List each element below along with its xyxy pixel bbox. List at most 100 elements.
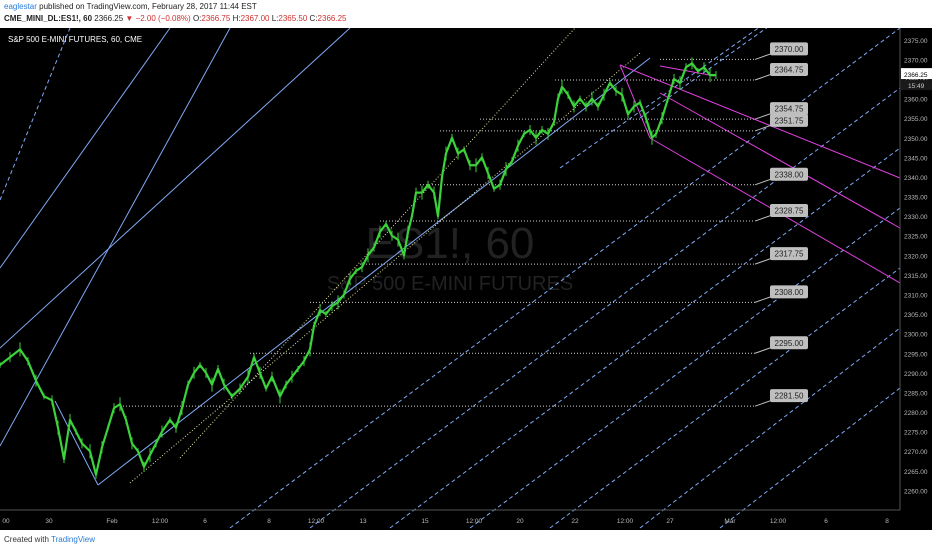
- x-tick-label: 6: [824, 518, 828, 525]
- x-tick-label: 12:00: [152, 518, 169, 525]
- callout-pointer: [754, 178, 773, 186]
- y-tick-label: 2275.00: [904, 430, 928, 437]
- close-label: C:: [309, 14, 318, 23]
- channel-line-dashed: [559, 28, 760, 169]
- callout-box: [770, 389, 808, 403]
- publish-line: eaglestar published on TradingView.com, …: [4, 2, 257, 11]
- channel-line-dashed: [309, 87, 901, 529]
- level-label: 2328.75: [775, 207, 804, 216]
- y-tick-label: 2260.00: [904, 488, 928, 495]
- callout-box: [770, 336, 808, 350]
- level-label: 2317.75: [775, 250, 804, 259]
- y-tick-label: 2280.00: [904, 410, 928, 417]
- change-value: ▼ −2.00 (−0.08%): [125, 14, 191, 23]
- time-axis[interactable]: 00 30 Feb 12:00 6 8 12:00 13 15 12:00 20 22 12:00 27 M…: [0, 509, 900, 525]
- channel-line-dashed: [469, 207, 901, 529]
- countdown-badge: [901, 80, 932, 91]
- y-tick-label: 2370.00: [904, 57, 928, 64]
- level-labels: 2370.00 2364.75 2354.75 2351.75 2338.00 2328.…: [754, 42, 808, 407]
- level-label: 2281.50: [775, 392, 804, 401]
- callout-pointer: [754, 73, 773, 81]
- price-axis-bg: [900, 28, 932, 530]
- y-tick-label: 2285.00: [904, 390, 928, 397]
- y-tick-label: 2305.00: [904, 312, 928, 319]
- symbol-line: CME_MINI_DL:ES1!, 60 2366.25 ▼ −2.00 (−0…: [4, 14, 346, 23]
- countdown-label: 15:49: [908, 83, 925, 90]
- x-tick-label: 20: [516, 518, 524, 525]
- channel-line-upper: [0, 28, 171, 269]
- created-with: Created with: [4, 535, 49, 544]
- level-label: 2364.75: [775, 65, 804, 74]
- y-tick-label: 2310.00: [904, 293, 928, 300]
- y-tick-label: 2345.00: [904, 155, 928, 162]
- callout-pointer: [754, 124, 773, 132]
- high-label: H:: [232, 14, 241, 23]
- callout-box: [770, 42, 808, 56]
- parallel-dotted-line: [179, 28, 576, 459]
- level-callout[interactable]: 2338.00: [754, 167, 808, 186]
- x-tick-label: 30: [45, 518, 53, 525]
- support-resistance-levels: [120, 58, 755, 407]
- x-tick-label: 12:00: [770, 518, 787, 525]
- down-channel-line: [619, 64, 651, 139]
- level-callout[interactable]: 2370.00: [754, 42, 808, 60]
- level-callout[interactable]: 2308.00: [754, 285, 808, 303]
- level-label: 2370.00: [775, 45, 804, 54]
- watermark-name: S&P 500 E-MINI FUTURES: [327, 273, 573, 295]
- tradingview-logo-text[interactable]: TradingView: [51, 535, 96, 544]
- x-tick-label: Mar: [724, 518, 736, 525]
- callout-box: [770, 113, 808, 127]
- x-tick-label: Feb: [106, 518, 118, 525]
- x-tick-label: 12:00: [308, 518, 325, 525]
- callout-box: [770, 167, 808, 181]
- price-line: [0, 62, 716, 476]
- parallel-dotted-line: [129, 52, 641, 484]
- y-tick-label: 2270.00: [904, 449, 928, 456]
- y-tick-label: 2355.00: [904, 116, 928, 123]
- level-callout[interactable]: 2295.00: [754, 336, 808, 354]
- level-callout[interactable]: 2354.75: [754, 102, 808, 120]
- y-tick-label: 2295.00: [904, 351, 928, 358]
- callout-box: [770, 62, 808, 76]
- channel-line-dashed: [549, 267, 901, 529]
- down-channel-line: [659, 92, 901, 229]
- level-callout[interactable]: 2364.75: [754, 62, 808, 81]
- level-callout[interactable]: 2317.75: [754, 247, 808, 265]
- price-axis[interactable]: 2260.00 2265.00 2270.00 2275.00 2280.00 2285.…: [899, 28, 932, 530]
- symbol[interactable]: CME_MINI_DL:ES1!, 60: [4, 14, 93, 23]
- x-tick-label: 6: [203, 518, 207, 525]
- level-label: 2295.00: [775, 339, 804, 348]
- author-link[interactable]: eaglestar: [4, 2, 37, 11]
- watermark-symbol: ES1!, 60: [366, 219, 535, 268]
- y-tick-label: 2340.00: [904, 175, 928, 182]
- level-callout[interactable]: 2328.75: [754, 204, 808, 222]
- x-tick-label: 13: [359, 518, 367, 525]
- channel-line-dashed: [719, 387, 901, 529]
- callout-box: [770, 247, 808, 261]
- close-value: 2366.25: [317, 14, 347, 23]
- channel-line-upper: [0, 28, 351, 349]
- down-channel-line: [659, 65, 716, 77]
- callout-pointer: [754, 112, 773, 120]
- callout-box: [770, 285, 808, 299]
- y-tick-label: 2325.00: [904, 234, 928, 241]
- callout-pointer: [754, 295, 773, 303]
- high-value: 2367.00: [240, 14, 270, 23]
- price-chart[interactable]: S&P 500 E-MINI FUTURES, 60, CME ES1!, 60…: [0, 28, 932, 530]
- level-callout[interactable]: 2281.50: [754, 389, 808, 407]
- chart-area[interactable]: S&P 500 E-MINI FUTURES, 60, CME ES1!, 60…: [0, 28, 932, 530]
- last-price-label: 2366.25: [904, 72, 928, 79]
- callout-pointer: [754, 214, 773, 222]
- level-label: 2308.00: [775, 288, 804, 297]
- callout-pointer: [754, 52, 773, 60]
- y-tick-label: 2290.00: [904, 371, 928, 378]
- channel-line-dashed: [389, 147, 901, 529]
- level-label: 2351.75: [775, 116, 804, 125]
- x-tick-label: 8: [885, 518, 889, 525]
- callout-pointer: [754, 346, 773, 354]
- level-callout[interactable]: 2351.75: [754, 113, 808, 132]
- x-tick-label: 15: [421, 518, 429, 525]
- x-tick-label: 12:00: [617, 518, 634, 525]
- low-label: L:: [271, 14, 279, 23]
- last-price-badge: [901, 68, 932, 80]
